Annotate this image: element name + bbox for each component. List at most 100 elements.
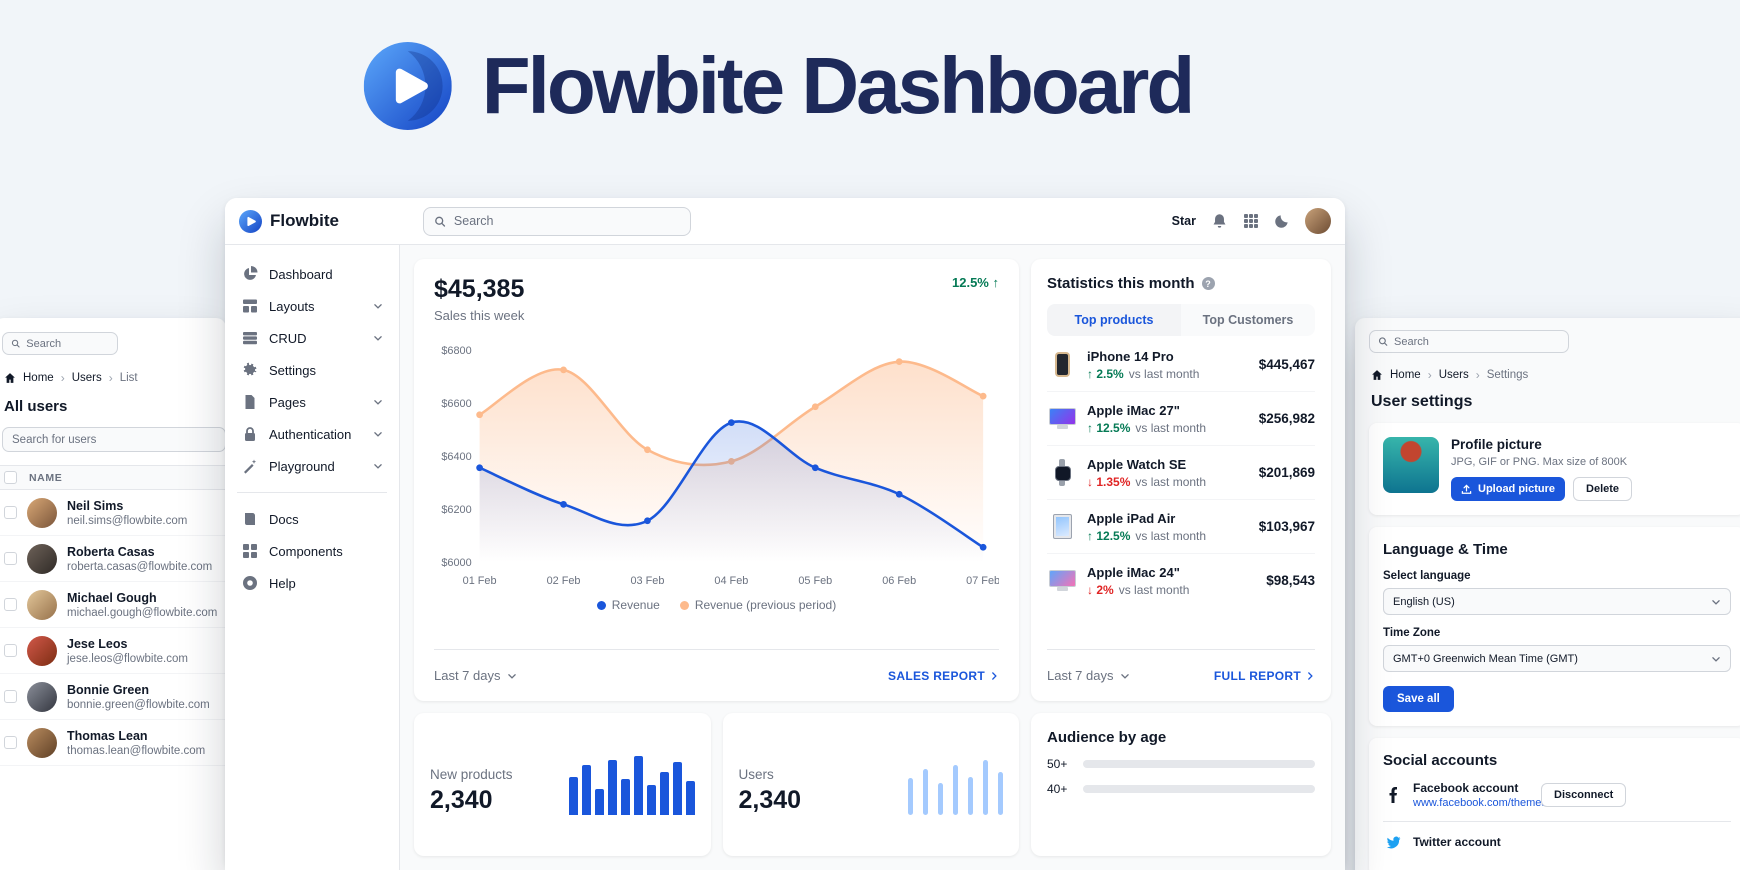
user-avatar[interactable] xyxy=(1305,208,1331,234)
sidebar-item-components[interactable]: Components xyxy=(235,535,389,567)
facebook-icon xyxy=(1383,787,1403,803)
sidebar-item-layouts[interactable]: Layouts xyxy=(235,290,389,322)
chevron-down-icon xyxy=(1711,597,1721,607)
navbar-search-input[interactable] xyxy=(422,206,691,236)
product-name: Apple Watch SE xyxy=(1087,456,1187,472)
select-all-checkbox[interactable] xyxy=(4,471,17,484)
search-icon xyxy=(1378,337,1388,346)
chevron-down-icon xyxy=(373,429,383,439)
table-row: Roberta Casas roberta.casas@flowbite.com xyxy=(0,536,226,582)
change-percent: 1.35% xyxy=(1087,475,1130,489)
row-checkbox[interactable] xyxy=(4,690,17,703)
sidebar-item-docs[interactable]: Docs xyxy=(235,503,389,535)
legend-revenue-previous[interactable]: Revenue (previous period) xyxy=(679,598,836,612)
product-row: Apple Watch SE 1.35% vs last month $201,8… xyxy=(1047,446,1315,500)
tab-top-customers[interactable]: Top Customers xyxy=(1181,304,1315,336)
sidebar-item-label: Layouts xyxy=(269,298,315,314)
dark-mode-moon-icon[interactable] xyxy=(1274,213,1290,229)
chevron-right-icon xyxy=(992,671,997,680)
row-checkbox[interactable] xyxy=(4,736,17,749)
info-icon[interactable] xyxy=(1201,277,1215,290)
row-checkbox[interactable] xyxy=(4,644,17,657)
svg-text:$6600: $6600 xyxy=(441,398,471,410)
product-row: Apple iPad Air 12.5% vs last month $103,9… xyxy=(1047,500,1315,554)
breadcrumb: Home Users Settings xyxy=(1371,368,1740,382)
svg-text:$6200: $6200 xyxy=(441,504,471,516)
breadcrumb-users[interactable]: Users xyxy=(71,372,102,384)
product-row: iPhone 14 Pro 2.5% vs last month $445,467 xyxy=(1047,338,1315,392)
product-name: Apple iMac 27" xyxy=(1087,402,1180,418)
sidebar-item-settings[interactable]: Settings xyxy=(235,354,389,386)
users-page-title: All users xyxy=(4,398,68,415)
breadcrumb-home[interactable]: Home xyxy=(1390,369,1421,381)
row-checkbox[interactable] xyxy=(4,552,17,565)
chevron-down-icon xyxy=(373,461,383,471)
navbar-search-field[interactable] xyxy=(453,214,680,228)
search-input-field[interactable] xyxy=(1394,335,1560,348)
search-input-field[interactable] xyxy=(26,337,109,350)
tab-top-products[interactable]: Top products xyxy=(1047,304,1181,336)
layouts-icon xyxy=(241,298,258,314)
sales-chart-card: $45,385 Sales this week 12.5% $6800 $6600… xyxy=(414,259,1019,701)
social-card-title: Social accounts xyxy=(1383,752,1498,769)
brand-name: Flowbite xyxy=(270,211,339,230)
sidebar-item-label: Authentication xyxy=(269,426,352,442)
change-percent: 2.5% xyxy=(1087,367,1123,381)
avatar xyxy=(27,681,57,712)
sidebar-item-help[interactable]: Help xyxy=(235,567,389,599)
product-row: Apple iMac 27" 12.5% vs last month $256,9… xyxy=(1047,392,1315,446)
social-accounts-card: Social accounts Facebook account www.fac… xyxy=(1369,738,1740,870)
chevron-down-icon xyxy=(1711,654,1721,664)
sidebar-item-authentication[interactable]: Authentication xyxy=(235,418,389,450)
users-search-input[interactable] xyxy=(2,427,226,452)
date-range-dropdown[interactable]: Last 7 days xyxy=(1047,668,1130,683)
chart-pie-icon xyxy=(241,266,258,282)
chart-legend: Revenue Revenue (previous period) xyxy=(434,591,999,619)
timezone-select[interactable]: GMT+0 Greenwich Mean Time (GMT) xyxy=(1383,645,1731,672)
chevron-down-icon xyxy=(373,333,383,343)
save-all-button[interactable]: Save all xyxy=(1383,686,1454,712)
change-note: vs last month xyxy=(1135,420,1207,435)
sidebar-item-dashboard[interactable]: Dashboard xyxy=(235,258,389,290)
legend-revenue[interactable]: Revenue xyxy=(596,598,660,612)
github-star-button[interactable]: Star xyxy=(1171,214,1196,228)
product-name: iPhone 14 Pro xyxy=(1087,348,1174,364)
breadcrumb-separator xyxy=(1476,368,1480,382)
flowbite-brand-link[interactable]: Flowbite xyxy=(239,209,339,233)
apps-grid-icon[interactable] xyxy=(1243,213,1259,229)
delete-button[interactable]: Delete xyxy=(1573,477,1633,501)
user-email: bonnie.green@flowbite.com xyxy=(67,698,210,711)
breadcrumb-separator xyxy=(109,371,113,385)
users-card: Users 2,340 xyxy=(722,713,1019,856)
full-report-link[interactable]: FULL REPORT xyxy=(1214,669,1315,683)
breadcrumb-separator xyxy=(1428,368,1432,382)
row-checkbox[interactable] xyxy=(4,506,17,519)
sidebar-item-label: Settings xyxy=(269,362,316,378)
change-note: vs last month xyxy=(1135,474,1207,489)
sidebar-item-label: Components xyxy=(269,543,343,559)
language-select[interactable]: English (US) xyxy=(1383,588,1731,615)
breadcrumb-users[interactable]: Users xyxy=(1438,369,1469,381)
search-input[interactable] xyxy=(1369,330,1569,353)
svg-text:04 Feb: 04 Feb xyxy=(714,575,748,587)
sales-report-link[interactable]: SALES REPORT xyxy=(888,669,999,683)
sidebar-item-pages[interactable]: Pages xyxy=(235,386,389,418)
chevron-down-icon xyxy=(507,673,516,679)
upload-picture-button[interactable]: Upload picture xyxy=(1451,477,1566,501)
disconnect-button[interactable]: Disconnect xyxy=(1541,783,1627,807)
new-products-card: New products 2,340 xyxy=(414,713,711,856)
notifications-bell-icon[interactable] xyxy=(1211,213,1228,230)
search-input[interactable] xyxy=(2,332,118,355)
change-percent: 12.5% xyxy=(1087,421,1130,435)
statistics-title: Statistics this month xyxy=(1047,275,1195,292)
sidebar-item-crud[interactable]: CRUD xyxy=(235,322,389,354)
date-range-dropdown[interactable]: Last 7 days xyxy=(434,668,517,683)
sidebar-item-playground[interactable]: Playground xyxy=(235,450,389,482)
account-link[interactable]: www.facebook.com/themesb... xyxy=(1413,797,1563,809)
breadcrumb-home[interactable]: Home xyxy=(23,372,54,384)
row-checkbox[interactable] xyxy=(4,598,17,611)
lifebuoy-icon xyxy=(241,575,258,591)
svg-text:02 Feb: 02 Feb xyxy=(547,575,581,587)
user-email: thomas.lean@flowbite.com xyxy=(67,744,206,757)
